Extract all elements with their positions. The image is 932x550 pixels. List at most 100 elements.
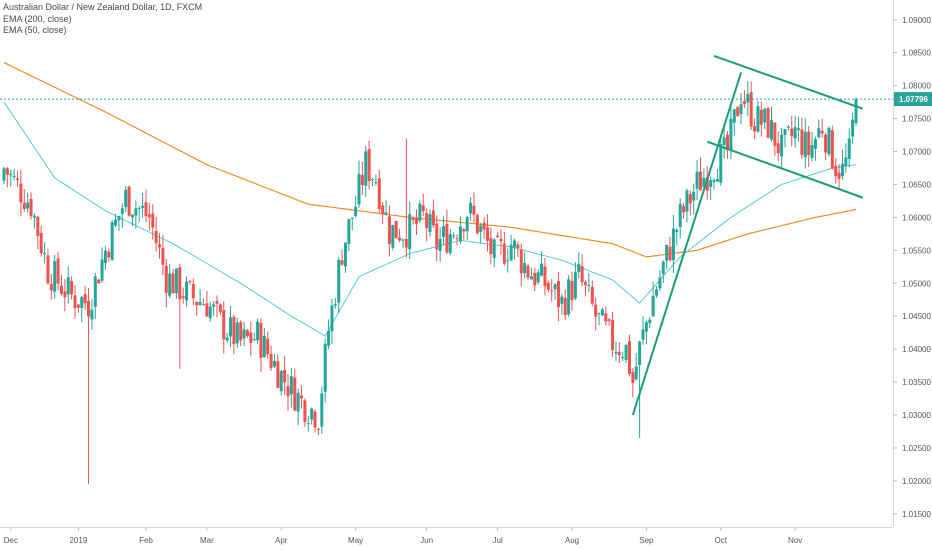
candle-body (347, 219, 351, 244)
candle-body (286, 386, 290, 397)
candle-body (475, 214, 479, 234)
candle-body (621, 357, 625, 359)
trendline[interactable] (706, 140, 864, 199)
candle-body (499, 238, 503, 242)
candle-body (53, 261, 57, 292)
candle-body (546, 282, 550, 290)
candle-body (218, 304, 222, 312)
candle-body (293, 377, 297, 411)
candle-body (205, 303, 209, 317)
candle-body (398, 237, 402, 241)
candle-body (141, 205, 145, 208)
candle-body (698, 171, 702, 191)
candle-body (107, 251, 111, 258)
candle-body (371, 179, 375, 181)
candle-body (421, 205, 425, 212)
candle-body (73, 295, 77, 309)
candle-body (780, 134, 784, 157)
candle-body (472, 205, 476, 215)
ema200-legend[interactable]: EMA (200, close) (3, 13, 72, 24)
candle-body (279, 371, 283, 392)
ema-lines (3, 62, 857, 337)
candle-body (641, 329, 645, 340)
trendline[interactable] (713, 55, 864, 110)
candle-body (671, 228, 675, 261)
candle-body (604, 313, 608, 322)
candle-body (171, 273, 175, 294)
symbol-title[interactable]: Australian Dollar / New Zealand Dollar, … (3, 2, 203, 12)
candle-body (658, 277, 662, 289)
trendline[interactable] (631, 72, 743, 416)
candle-body (97, 279, 101, 284)
candle-body (9, 173, 13, 176)
candle-body (120, 208, 124, 215)
candle-body (705, 177, 709, 191)
candle-body (188, 281, 192, 283)
y-tick-label: 1.08500 (902, 49, 931, 58)
candle-body (844, 157, 848, 167)
candle-body (262, 335, 266, 357)
price-axis[interactable]: 1.09000 1.08500 1.08000 1.07500 1.07000 1.065… (893, 16, 931, 519)
candle-body (296, 392, 300, 412)
candle-body (563, 297, 567, 315)
candle-body (675, 229, 679, 233)
candle-body (685, 190, 689, 212)
candle-body (127, 186, 131, 216)
candle-body (320, 393, 324, 427)
candle-body (813, 138, 817, 149)
candle-body (87, 300, 91, 317)
candle-body (533, 272, 537, 286)
candle-body (469, 202, 473, 214)
candle-body (452, 235, 456, 237)
x-tick-label: Apr (275, 536, 288, 545)
candle-body (43, 253, 47, 255)
candle-body (5, 168, 9, 175)
candle-body (485, 227, 489, 242)
candle-body (272, 361, 276, 367)
candle-body (851, 119, 855, 137)
y-tick-label: 1.03000 (902, 411, 931, 420)
candle-body (688, 194, 692, 204)
chart-legend: Australian Dollar / New Zealand Dollar, … (3, 2, 202, 37)
candle-body (817, 128, 821, 138)
candle-body (509, 244, 513, 260)
candle-body (827, 127, 831, 155)
x-tick-label: Mar (200, 536, 214, 545)
candle-body (573, 272, 577, 299)
x-tick-label: Nov (788, 536, 802, 545)
y-tick-label: 1.07500 (902, 115, 931, 124)
candle-body (63, 291, 67, 298)
candle-body (692, 191, 696, 201)
candle-body (502, 243, 506, 264)
candle-body (49, 283, 53, 291)
candle-body (137, 207, 141, 209)
candle-body (580, 266, 584, 283)
trendlines[interactable] (631, 55, 864, 416)
time-axis[interactable]: Dec 2019 Feb Mar Apr May Jun Jul Aug Sep Oct Nov (4, 527, 803, 545)
y-tick-label: 1.05000 (902, 279, 931, 288)
candle-body (556, 280, 560, 308)
candle-body (465, 217, 469, 232)
candle-body (22, 202, 26, 209)
ema50-legend[interactable]: EMA (50, close) (3, 25, 67, 35)
candle-body (256, 321, 260, 341)
candle-body (783, 129, 787, 136)
candle-body (316, 428, 320, 430)
candle-body (408, 214, 412, 250)
candle-body (411, 218, 415, 220)
candle-body (438, 238, 442, 251)
candle-body (367, 149, 371, 182)
candle-body (803, 131, 807, 158)
candle-body (570, 280, 574, 301)
y-tick-label: 1.08000 (902, 82, 931, 91)
candle-body (337, 259, 341, 303)
candle-body (560, 296, 564, 304)
candle-body (644, 322, 648, 332)
candle-body (847, 138, 851, 159)
candle-body (283, 369, 287, 383)
candle-body (195, 302, 199, 306)
candles (2, 80, 858, 485)
candle-body (16, 178, 20, 180)
candle-body (431, 210, 435, 226)
